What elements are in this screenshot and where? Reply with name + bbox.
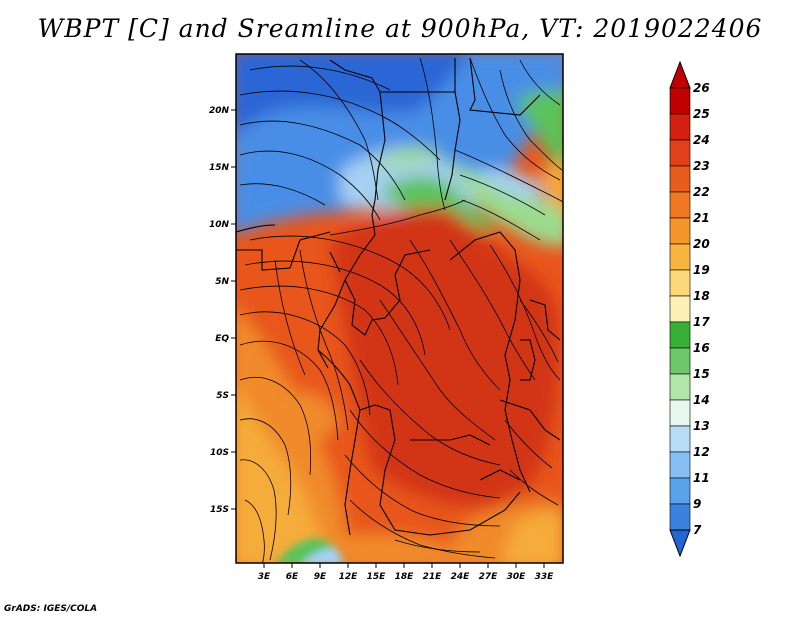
colorbar-upper-arrow	[669, 60, 691, 89]
lon-label-33e: 33E	[535, 572, 555, 582]
colorbar-label: 14	[693, 393, 710, 407]
colorbar-label: 16	[693, 341, 710, 355]
colorbar-label: 21	[693, 211, 710, 225]
lat-label-10s: 10S	[210, 448, 229, 458]
colorbar-label: 12	[693, 445, 710, 459]
colorbar-swatch	[669, 347, 691, 375]
lat-label-5n: 5N	[215, 277, 229, 287]
colorbar-swatch	[669, 269, 691, 297]
lat-label-15n: 15N	[209, 163, 230, 173]
colorbar-swatch	[669, 477, 691, 505]
lat-label-eq: EQ	[215, 334, 229, 344]
colorbar-label: 13	[693, 419, 710, 433]
country-borders	[236, 57, 561, 536]
lon-label-12e: 12E	[339, 572, 359, 582]
map-frame	[235, 53, 564, 564]
longitude-axis: 3E 6E 9E 12E 15E 18E 21E 24E 27E 30E 33E	[258, 563, 554, 582]
colorbar-swatch	[669, 425, 691, 453]
colorbar-label: 19	[693, 263, 710, 277]
colorbar-label: 17	[693, 315, 710, 329]
lon-label-15e: 15E	[367, 572, 387, 582]
lat-label-15s: 15S	[210, 505, 229, 515]
lon-label-24e: 24E	[451, 572, 471, 582]
colorbar-swatch	[669, 87, 691, 115]
colorbar-swatch	[669, 399, 691, 427]
lon-label-18e: 18E	[395, 572, 415, 582]
lon-label-27e: 27E	[479, 572, 499, 582]
colorbar-swatch	[669, 243, 691, 271]
colorbar-swatch	[669, 373, 691, 401]
lon-label-3e: 3E	[258, 572, 271, 582]
colorbar-label: 18	[693, 289, 710, 303]
colorbar-label: 24	[693, 133, 710, 147]
colorbar-swatch	[669, 451, 691, 479]
wbpt-field	[236, 54, 563, 563]
colorbar-label: 23	[693, 159, 710, 173]
colorbar-label: 15	[693, 367, 710, 381]
colorbar-swatch	[669, 165, 691, 193]
colorbar-label: 20	[693, 237, 710, 251]
lon-label-21e: 21E	[423, 572, 443, 582]
latitude-axis: 20N 15N 10N 5N EQ 5S 10S 15S	[209, 106, 236, 515]
colorbar-label: 22	[693, 185, 710, 199]
colorbar-label: 7	[693, 523, 702, 537]
colorbar-swatch	[669, 191, 691, 219]
lat-label-5s: 5S	[216, 391, 229, 401]
lon-label-30e: 30E	[507, 572, 527, 582]
colorbar-swatch	[669, 503, 691, 531]
map-title: WBPT [C] and Sreamline at 900hPa, VT: 20…	[37, 14, 763, 43]
lat-label-10n: 10N	[209, 220, 230, 230]
colorbar-swatch	[669, 139, 691, 167]
colorbar-swatch	[669, 321, 691, 349]
colorbar: 26 25 24 23 22 21 20 19 18 17 16 15 14 1…	[669, 60, 710, 558]
lon-label-6e: 6E	[286, 572, 299, 582]
colorbar-swatch	[669, 295, 691, 323]
lat-label-20n: 20N	[209, 106, 230, 116]
colorbar-label: 11	[693, 471, 710, 485]
colorbar-label: 26	[693, 81, 710, 95]
colorbar-lower-arrow	[669, 529, 691, 558]
streamlines	[239, 57, 563, 563]
lon-label-9e: 9E	[314, 572, 327, 582]
colorbar-swatch	[669, 217, 691, 245]
colorbar-swatch	[669, 113, 691, 141]
grads-credit: GrADS: IGES/COLA	[4, 604, 98, 614]
colorbar-label: 25	[693, 107, 710, 121]
colorbar-label: 9	[693, 497, 701, 511]
